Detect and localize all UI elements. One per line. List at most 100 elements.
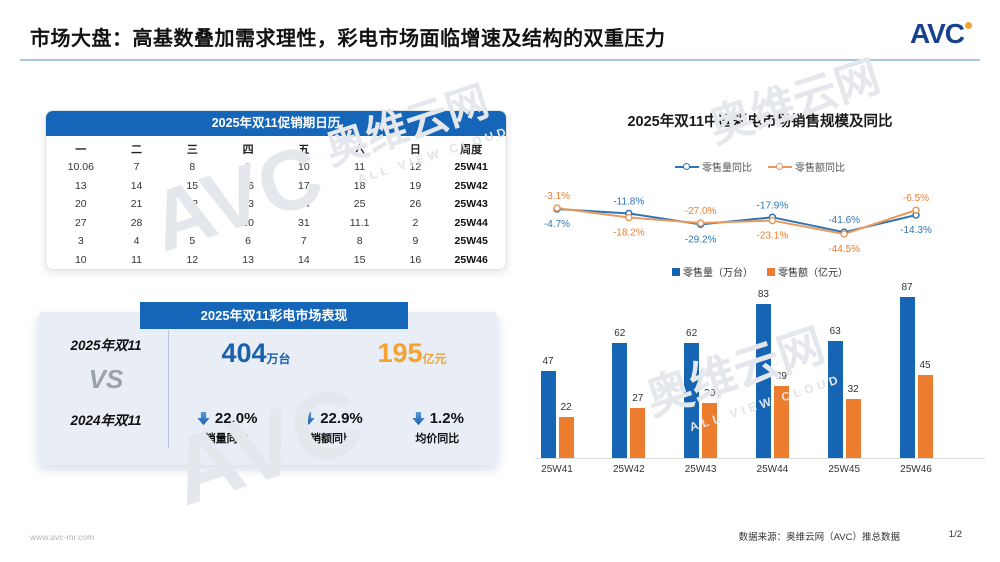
decline-stats: 22.0% 销量同比 22.9% 销额同比 1.2% 均价同比 — [174, 410, 490, 446]
legend-label: 零售额（亿元） — [778, 268, 848, 279]
line-point — [840, 230, 848, 238]
stat-amount: 195亿元 — [334, 338, 490, 369]
bar-value-label: 27 — [632, 393, 644, 405]
headline-stats: 404万台 195亿元 — [178, 338, 490, 369]
bar-amount: 45 — [917, 360, 933, 458]
calendar-day-cell: 15 — [353, 253, 366, 266]
calendar-day-cell: 13 — [242, 253, 254, 266]
bar-group: 87 45 — [899, 282, 933, 458]
calendar-day-cell: 7 — [300, 235, 307, 248]
panel-divider — [168, 330, 169, 448]
chart-title: 2025年双11中国彩电市场销售规模及同比 — [627, 114, 893, 130]
vs-label: VS — [88, 364, 124, 394]
line-swatch-icon — [768, 163, 792, 170]
calendar-week-cell: 25W46 — [454, 253, 488, 266]
bar-value-label: 47 — [542, 356, 554, 368]
line-data-label: -14.3% — [900, 225, 932, 236]
bar-category-label: 25W41 — [541, 464, 573, 475]
bar-category-label: 25W46 — [900, 464, 932, 475]
bar-group: 83 39 — [755, 289, 789, 458]
compare-year-2024: 2024年双11 — [70, 413, 142, 428]
calendar-day-cell: 10 — [74, 253, 87, 266]
calendar-day-cell: 11.1 — [349, 216, 370, 229]
calendar-day-cell: 26 — [409, 198, 422, 211]
legend-label: 零售量同比 — [702, 163, 752, 174]
bar-volume: 47 — [540, 356, 556, 458]
calendar-week-cell: 25W44 — [454, 216, 488, 229]
calendar-week-cell: 25W45 — [454, 235, 488, 248]
legend-label: 零售额同比 — [795, 163, 845, 174]
line-data-label: -11.8% — [613, 196, 644, 207]
decline-price-label: 均价同比 — [415, 433, 460, 445]
stat-volume-unit: 万台 — [266, 352, 291, 366]
bar-value-label: 83 — [757, 289, 769, 301]
bar-value-label: 62 — [614, 328, 626, 340]
down-arrow-icon — [197, 411, 210, 426]
legend-item-amount-yoy: 零售额同比 — [768, 159, 845, 174]
page-title: 市场大盘：高基数叠加需求理性，彩电市场面临增速及结构的双重压力 — [30, 28, 666, 50]
line-point — [553, 204, 561, 212]
calendar-day-cell: 7 — [133, 161, 140, 174]
stat-volume: 404万台 — [178, 338, 334, 369]
line-data-label: -23.1% — [757, 231, 789, 242]
calendar-header-row: 一 二 三 四 五 六 日 周度 — [53, 139, 499, 158]
calendar-row: 3 4 5 6 7 8 9 25W45 — [53, 232, 499, 251]
bar-chart: 47 22 62 27 62 30 83 39 63 32 87 45 — [535, 282, 985, 459]
data-source-note: 数据来源：奥维云网（AVC）推总数据 — [738, 532, 900, 543]
calendar-row: 20 21 22 23 24 25 26 25W43 — [53, 195, 499, 214]
calendar-week-cell: 25W41 — [454, 161, 488, 174]
compare-year-2025: 2025年双11 — [70, 338, 142, 353]
calendar-day-cell: 4 — [133, 235, 140, 248]
line-data-label: -4.7% — [544, 219, 570, 230]
calendar-day-cell: 21 — [130, 198, 143, 211]
decline-amount-pct: 22.9% — [320, 410, 363, 427]
calendar-day-cell: 28 — [130, 216, 143, 229]
calendar-day-cell: 8 — [189, 161, 196, 174]
calendar-table: 一二三四五六日周度 10.06 7 8 9 10 11 12 25W41 13 14 15 16 17 1… — [53, 139, 499, 269]
line-chart: -4.7% -11.8% -29.2% -17.9% -41.6% -14.3% -3.1%… — [544, 191, 932, 255]
bar-volume: 62 — [612, 328, 628, 458]
performance-panel-title: 2025年双11彩电市场表现 — [140, 302, 408, 329]
decline-price-pct: 1.2% — [429, 410, 464, 427]
bar-category-label: 25W45 — [828, 464, 861, 475]
line-data-label: -41.6% — [828, 215, 860, 226]
calendar-col-header: 周度 — [460, 143, 483, 156]
line-data-label: -18.2% — [613, 227, 645, 238]
calendar-day-cell: 6 — [245, 235, 251, 248]
line-legend: 零售量同比 零售额同比 — [535, 159, 985, 174]
down-arrow-icon — [302, 411, 315, 426]
bar-amount: 30 — [702, 388, 718, 458]
bar-amount: 39 — [773, 371, 789, 458]
calendar-day-cell: 10 — [298, 161, 310, 174]
bar-amount: 32 — [845, 384, 861, 458]
calendar-day-cell: 27 — [74, 216, 87, 229]
performance-panel: 2025年双11 VS 2024年双11 404万台 195亿元 22.0% 销… — [38, 312, 498, 465]
decline-amount: 22.9% 销额同比 — [279, 410, 384, 446]
calendar-day-cell: 14 — [298, 253, 310, 266]
bar-volume: 87 — [899, 282, 915, 458]
square-swatch-icon — [672, 267, 680, 276]
bar-value-label: 62 — [686, 328, 698, 340]
decline-price: 1.2% 均价同比 — [385, 410, 490, 446]
calendar-day-cell: 25 — [353, 198, 366, 211]
decline-volume-pct: 22.0% — [214, 410, 258, 427]
calendar-day-cell: 31 — [298, 216, 310, 229]
calendar-week-cell: 25W43 — [454, 198, 488, 211]
bar-xlabels: 25W41 25W42 25W43 25W44 25W45 25W46 — [535, 464, 985, 478]
square-swatch-icon — [767, 267, 775, 276]
calendar-col-header: 五 — [298, 143, 310, 156]
line-series-2 — [556, 207, 917, 235]
calendar-day-cell: 12 — [409, 161, 422, 174]
circle-marker-icon — [776, 163, 783, 170]
circle-marker-icon — [683, 163, 690, 170]
calendar-day-cell: 11 — [131, 253, 142, 266]
calendar-day-cell: 9 — [412, 235, 419, 248]
line-point — [912, 206, 920, 214]
line-data-label: -3.1% — [544, 191, 570, 202]
bar-value-label: 30 — [704, 387, 716, 399]
bar-category-label: 25W43 — [684, 464, 717, 475]
calendar-day-cell: 8 — [356, 235, 363, 248]
decline-volume: 22.0% 销量同比 — [174, 410, 279, 446]
website-link[interactable]: www.avc-mr.com — [30, 532, 95, 542]
